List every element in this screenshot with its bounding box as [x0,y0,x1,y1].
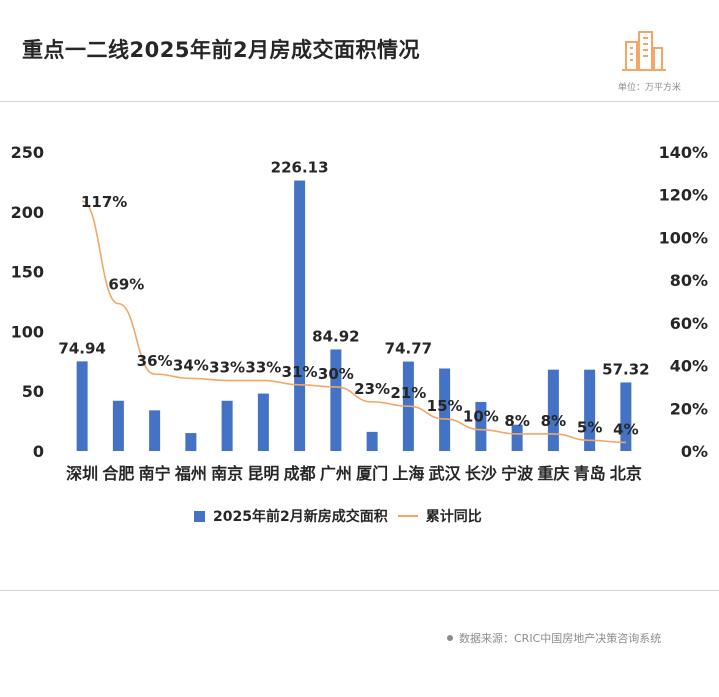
x-tick-label: 成都 [284,464,316,483]
y-left-tick-label: 50 [22,382,44,401]
bar [149,410,161,451]
y-right-tick-label: 140% [659,143,708,162]
line-value-label: 31% [282,363,318,381]
bar [620,382,632,451]
header-divider [0,101,719,102]
unit-label: 单位：万平方米 [618,83,682,93]
page-title: 重点一二线2025年前2月房成交面积情况 [22,38,421,62]
line-value-label: 30% [318,365,354,383]
bar [112,400,124,451]
line-value-label: 33% [245,359,281,377]
line-value-label: 8% [541,412,566,430]
bar [439,368,451,451]
x-tick-label: 昆明 [247,464,279,483]
source-note: 数据来源：CRIC中国房地产决策咨询系统 [447,630,661,646]
line-value-label: 8% [504,412,529,430]
x-tick-label: 福州 [174,464,207,483]
legend-line-label: 累计同比 [425,509,482,525]
yoy-line [81,200,626,444]
y-left-tick-label: 0 [33,442,44,461]
x-tick-label: 厦门 [356,464,388,483]
x-tick-label: 南京 [211,464,243,483]
y-right-tick-label: 100% [659,228,708,247]
bar-value-label: 74.94 [58,339,105,357]
x-tick-label: 合肥 [102,464,134,483]
line-value-label: 23% [354,380,390,398]
bar-value-label: 226.13 [271,159,329,177]
bar [185,433,197,451]
bullet-icon [447,635,453,641]
building-logo-icon [622,31,666,71]
combo-chart: 0 50 100 150 200 250 0% 20% 40% 60% 80% 100% 120% 140… [11,143,708,483]
line-value-label: 69% [108,276,144,294]
source-text: 数据来源：CRIC中国房地产决策咨询系统 [459,632,662,645]
y-left-tick-label: 200 [11,203,44,222]
legend-bar-label: 2025年前2月新房成交面积 [213,509,388,525]
y-right-tick-label: 0% [681,442,708,461]
y-right-tick-label: 120% [659,186,708,205]
y-right-tick-label: 20% [670,399,708,418]
bar [257,393,269,451]
bar [221,400,233,451]
line-value-label: 33% [209,359,245,377]
bar [330,349,342,451]
line-value-label: 15% [427,397,463,415]
chart-legend: 2025年前2月新房成交面积 累计同比 [194,506,482,526]
x-tick-label: 广州 [320,464,352,483]
legend-item-line: 累计同比 [397,506,482,526]
bar [584,369,596,451]
legend-item-bar: 2025年前2月新房成交面积 [194,506,388,526]
line-value-label: 5% [577,418,602,436]
legend-bar-swatch [194,510,205,522]
y-left-tick-label: 150 [11,263,44,282]
header: 重点一二线2025年前2月房成交面积情况 单位：万平方米 [0,0,719,100]
line-value-label: 10% [463,408,499,426]
x-tick-label: 青岛 [574,464,606,483]
x-tick-label: 北京 [610,464,642,483]
y-left-tick-label: 250 [11,143,44,162]
legend-line-swatch [397,515,418,517]
x-tick-label: 宁波 [501,464,534,483]
bar [366,431,378,451]
x-tick-label: 重庆 [537,464,569,483]
y-right-tick-label: 80% [670,271,708,290]
x-tick-label: 南宁 [139,464,171,483]
bar [475,401,487,451]
x-tick-label: 长沙 [465,464,497,483]
line-value-label: 36% [137,352,173,370]
line-value-label: 4% [613,420,638,438]
line-value-label: 117% [81,193,127,211]
line-value-label: 21% [390,384,426,402]
y-left-tick-label: 100 [11,322,44,341]
bar [547,369,559,451]
y-right-tick-label: 60% [670,314,708,333]
bar-value-label: 84.92 [312,327,359,345]
bar-value-label: 74.77 [385,340,432,358]
line-value-label: 34% [173,356,209,374]
bar [76,361,88,451]
bar-value-label: 57.32 [602,360,649,378]
y-right-tick-label: 40% [670,357,708,376]
x-tick-label: 深圳 [66,464,98,483]
x-tick-label: 上海 [392,464,424,483]
bar [294,180,306,451]
bar [511,424,523,451]
footer-divider [0,590,719,591]
x-tick-label: 武汉 [429,464,462,483]
